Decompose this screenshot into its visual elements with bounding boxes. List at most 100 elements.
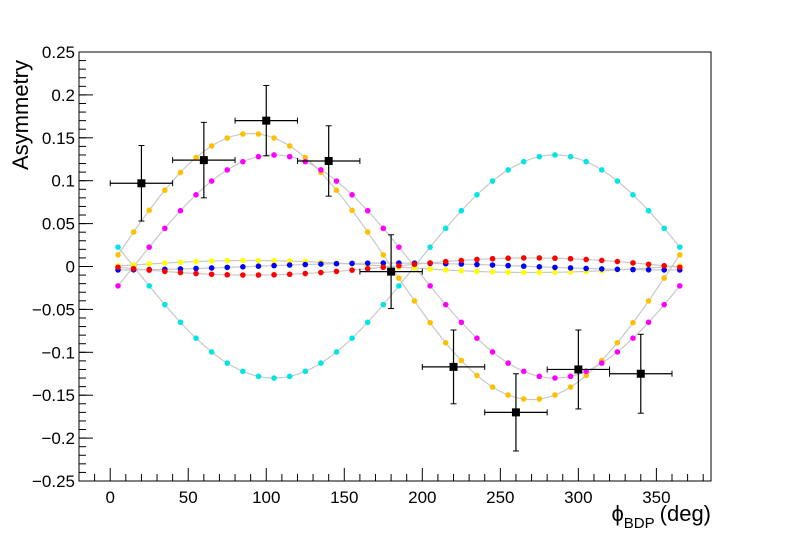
plot-frame bbox=[78, 51, 712, 482]
model-point bbox=[536, 263, 543, 270]
model-point bbox=[411, 261, 418, 268]
model-point bbox=[474, 372, 480, 379]
model-point bbox=[349, 267, 355, 273]
model-point bbox=[505, 360, 511, 366]
model-point bbox=[505, 167, 511, 173]
model-point bbox=[567, 153, 574, 160]
model-point bbox=[115, 264, 121, 271]
model-point bbox=[442, 258, 449, 265]
model-point bbox=[318, 360, 324, 366]
model-point bbox=[349, 192, 355, 198]
model-point bbox=[474, 192, 480, 198]
model-point bbox=[130, 229, 137, 235]
model-point bbox=[598, 360, 605, 366]
model-point bbox=[302, 368, 309, 375]
model-point bbox=[645, 319, 652, 326]
model-point bbox=[193, 335, 199, 341]
model-point bbox=[162, 187, 168, 194]
y-tick-label: −0.15 bbox=[32, 386, 75, 405]
model-point bbox=[286, 258, 293, 264]
data-marker bbox=[199, 156, 208, 165]
model-point bbox=[208, 178, 215, 184]
model-point bbox=[349, 207, 355, 214]
model-point bbox=[614, 258, 621, 265]
model-point bbox=[349, 335, 355, 341]
model-point bbox=[489, 384, 496, 390]
model-point bbox=[162, 268, 168, 275]
model-point bbox=[645, 261, 652, 268]
model-point bbox=[286, 153, 293, 160]
model-point bbox=[630, 260, 636, 266]
model-point bbox=[552, 255, 558, 262]
model-point bbox=[224, 360, 231, 366]
model-point bbox=[380, 252, 387, 258]
model-point bbox=[224, 271, 231, 278]
model-point bbox=[645, 298, 652, 304]
y-tick-label: 0.15 bbox=[42, 129, 75, 148]
y-tick-label: 0.2 bbox=[51, 86, 75, 105]
x-axis: 0 50 100 150 200 250 300 350 bbox=[94, 468, 704, 507]
model-point bbox=[208, 271, 215, 278]
model-point bbox=[676, 283, 683, 289]
model-point bbox=[255, 257, 262, 264]
model-point bbox=[427, 319, 433, 326]
model-point bbox=[349, 260, 355, 267]
model-point bbox=[271, 375, 277, 381]
model-point bbox=[115, 252, 121, 258]
model-point bbox=[224, 167, 231, 173]
model-point bbox=[318, 269, 324, 276]
model-point bbox=[380, 301, 387, 308]
model-point bbox=[396, 262, 402, 269]
model-point bbox=[676, 252, 683, 258]
model-point bbox=[598, 257, 605, 264]
model-point bbox=[567, 269, 574, 275]
model-point bbox=[380, 264, 387, 271]
model-point bbox=[208, 265, 215, 271]
model-point bbox=[630, 335, 636, 341]
model-point bbox=[614, 339, 621, 346]
model-point bbox=[536, 153, 543, 160]
model-point bbox=[333, 178, 340, 184]
model-point bbox=[208, 349, 215, 355]
model-point bbox=[286, 373, 293, 380]
model-point bbox=[474, 335, 480, 341]
x-tick-label: 250 bbox=[486, 488, 514, 507]
x-tick-label: 300 bbox=[564, 488, 592, 507]
model-point bbox=[255, 373, 262, 380]
model-point bbox=[427, 283, 433, 289]
model-point bbox=[162, 225, 168, 232]
model-point bbox=[630, 192, 636, 198]
model-point bbox=[177, 207, 184, 214]
model-point bbox=[240, 272, 246, 278]
model-point bbox=[396, 283, 402, 289]
model-point bbox=[489, 269, 496, 275]
model-points bbox=[115, 131, 683, 402]
model-point bbox=[302, 158, 309, 165]
model-point bbox=[645, 267, 652, 273]
data-marker bbox=[262, 116, 271, 125]
model-point bbox=[552, 152, 558, 158]
model-point bbox=[583, 158, 589, 165]
model-point bbox=[614, 349, 621, 355]
y-tick-label: −0.1 bbox=[41, 343, 75, 362]
model-point bbox=[115, 244, 121, 250]
model-point bbox=[364, 319, 371, 326]
model-point bbox=[240, 131, 246, 137]
model-point bbox=[193, 270, 199, 277]
model-point bbox=[614, 266, 621, 273]
x-tick-label: 50 bbox=[179, 488, 198, 507]
model-point bbox=[177, 269, 184, 276]
model-point bbox=[333, 349, 340, 355]
model-point bbox=[396, 244, 402, 250]
data-marker bbox=[511, 408, 520, 417]
model-point bbox=[505, 255, 511, 262]
model-point bbox=[552, 392, 558, 398]
model-point bbox=[240, 158, 246, 165]
model-point bbox=[583, 265, 589, 272]
model-point bbox=[630, 319, 636, 326]
model-point bbox=[489, 262, 496, 268]
model-point bbox=[536, 396, 543, 402]
model-point bbox=[396, 275, 402, 281]
model-point bbox=[661, 225, 667, 232]
model-point bbox=[567, 265, 574, 271]
